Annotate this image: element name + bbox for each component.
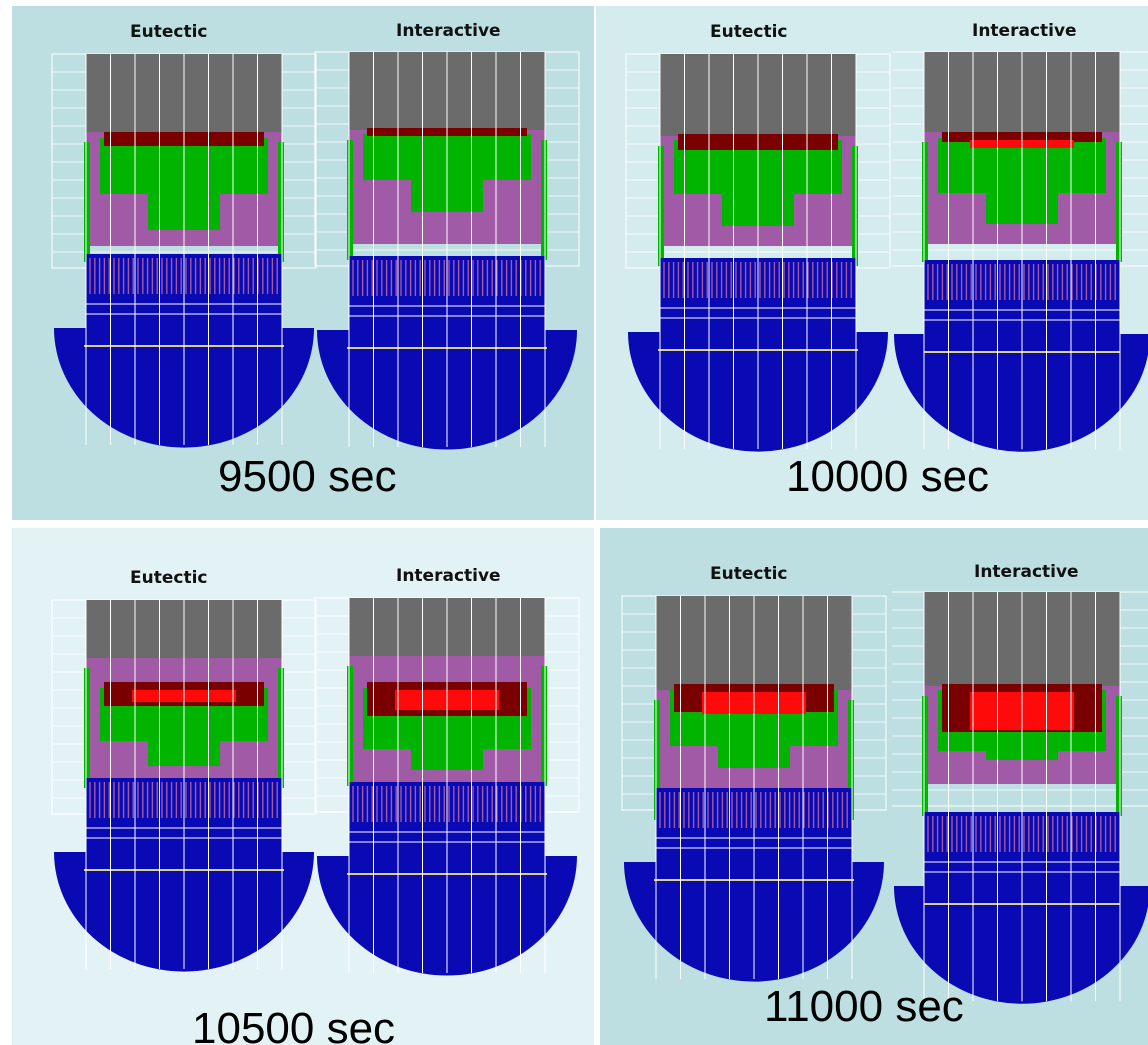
side-strip [347, 666, 353, 786]
side-strip [852, 146, 858, 266]
right-model-title: Interactive [396, 566, 501, 586]
left-model-title: Eutectic [710, 564, 788, 584]
time-label: 11000 sec [764, 982, 964, 1031]
eutectic-vessel-diagram [51, 599, 317, 972]
eutectic-vessel-diagram [51, 53, 317, 448]
lower-head [894, 886, 1148, 1004]
side-strip [654, 700, 660, 820]
side-strip [541, 140, 547, 260]
side-strip [347, 140, 353, 260]
side-strip [922, 142, 928, 262]
right-model-title: Interactive [972, 21, 1077, 41]
eutectic-vessel-diagram [621, 595, 887, 982]
eutectic-vessel-diagram [625, 53, 891, 452]
side-strip [658, 146, 664, 266]
side-strip [84, 668, 90, 788]
interactive-vessel-diagram [314, 597, 580, 976]
side-strip [84, 142, 90, 262]
left-model-title: Eutectic [130, 568, 208, 588]
side-strip [278, 142, 284, 262]
panel-10500: Eutectic Interactive 10500 sec [12, 528, 594, 1045]
side-strip [278, 668, 284, 788]
interactive-vessel-diagram [892, 591, 1148, 1004]
time-label: 10500 sec [192, 1004, 396, 1045]
right-model-title: Interactive [396, 21, 501, 41]
time-label: 9500 sec [218, 452, 397, 501]
panel-11000: Eutectic Interactive 11000 sec [600, 528, 1148, 1045]
side-strip [848, 700, 854, 820]
panel-10000: Eutectic Interactive 10000 sec [596, 6, 1148, 520]
left-model-title: Eutectic [130, 22, 208, 42]
interactive-vessel-diagram [892, 51, 1148, 452]
side-strip [541, 666, 547, 786]
side-strip [922, 696, 928, 816]
interactive-vessel-diagram [314, 51, 580, 450]
lower-head [894, 334, 1148, 452]
side-strip [1116, 696, 1122, 816]
panel-9500: Eutectic Interactive 9500 sec [12, 6, 594, 520]
time-label: 10000 sec [786, 452, 990, 501]
side-strip [1116, 142, 1122, 262]
right-model-title: Interactive [974, 562, 1079, 582]
left-model-title: Eutectic [710, 22, 788, 42]
